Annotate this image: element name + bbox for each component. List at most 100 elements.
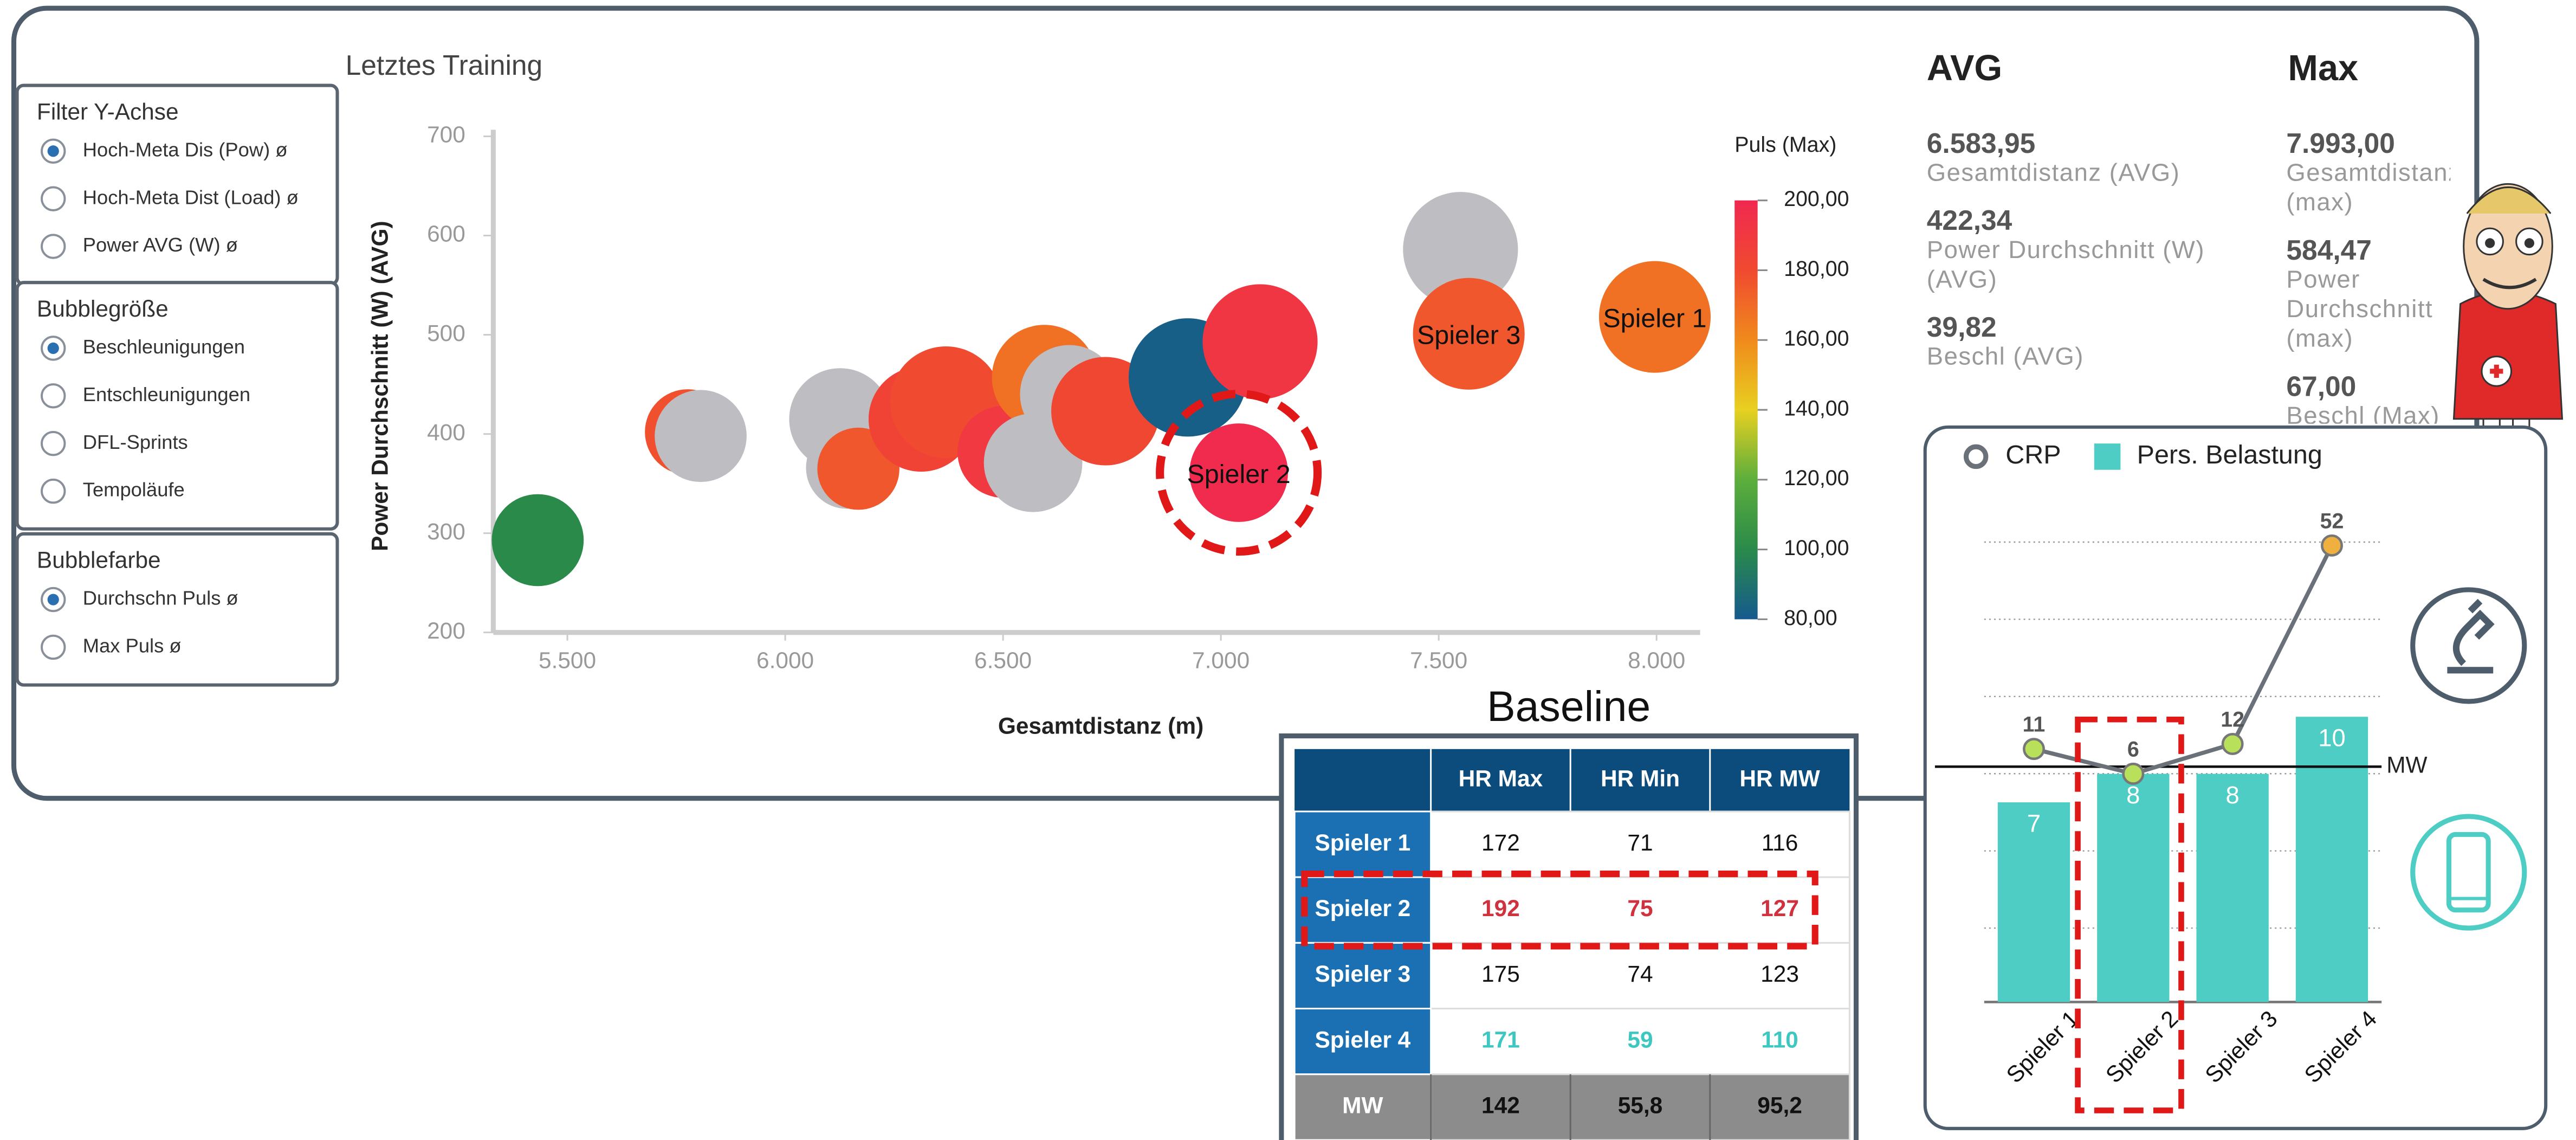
kpi-value: 7.993,00 xyxy=(2286,128,2395,159)
bubble xyxy=(1202,284,1318,400)
table-title: Baseline xyxy=(1487,682,1651,730)
column-header: HR MW xyxy=(1739,766,1820,791)
kpi-value: 422,34 xyxy=(1926,205,2012,237)
row-label-bg xyxy=(1293,1073,1432,1140)
line-marker xyxy=(2221,733,2244,755)
table-cell: 123 xyxy=(1761,961,1799,987)
kpi-label: Beschl (Max) xyxy=(2286,402,2440,424)
chart-title: Letztes Training xyxy=(346,49,543,81)
table-cell: 74 xyxy=(1627,961,1653,987)
row-label-bg xyxy=(1293,876,1432,944)
bar-value-label: 7 xyxy=(2027,810,2041,838)
phone-icon xyxy=(2410,814,2527,931)
y-tick-label: 600 xyxy=(427,221,465,247)
legend-label: CRP xyxy=(2005,440,2061,469)
table-cell: 59 xyxy=(1627,1027,1653,1052)
radio-button[interactable] xyxy=(41,234,66,259)
bubble xyxy=(655,390,747,482)
row-label: Spieler 3 xyxy=(1315,961,1410,987)
x-tick-label: 8.000 xyxy=(1628,647,1685,673)
colorbar-tick-label: 80,00 xyxy=(1784,606,1837,630)
bubble xyxy=(1189,423,1289,522)
bubble-annotation: Spieler 3 xyxy=(1417,321,1520,350)
radio-button[interactable] xyxy=(41,478,66,504)
radio-label[interactable]: Entschleunigungen xyxy=(83,383,250,405)
kpi-list: 7.993,00 Gesamtdistanz (max) 584,47 Power D… xyxy=(2286,128,2450,423)
bubble xyxy=(1403,192,1518,307)
radio-label[interactable]: Hoch-Meta Dis (Pow) ø xyxy=(83,138,288,160)
bubble-annotation: Spieler 1 xyxy=(1603,304,1706,333)
colorbar-tick-label: 100,00 xyxy=(1784,536,1849,560)
kpi-value: 67,00 xyxy=(2286,371,2357,403)
bubble xyxy=(1598,261,1711,373)
table-cell: 55,8 xyxy=(1618,1093,1663,1118)
y-tick-label: 500 xyxy=(427,320,465,346)
line-value-label: 6 xyxy=(2127,737,2139,761)
table-cell: 95,2 xyxy=(1757,1093,1802,1118)
line-value-label: 11 xyxy=(2023,713,2046,737)
table-cell: 172 xyxy=(1481,830,1520,855)
bar xyxy=(2196,774,2269,1002)
x-tick-label: 6.000 xyxy=(756,647,814,673)
filter-title: Bubblefarbe xyxy=(37,548,161,573)
radio-label[interactable]: Tempoläufe xyxy=(83,479,185,501)
table-cell: 110 xyxy=(1761,1027,1798,1052)
radio-button[interactable] xyxy=(41,634,66,660)
kpi-list: 6.583,95 Gesamtdistanz (AVG) 422,34 Power D… xyxy=(1927,128,2231,373)
kpi-label: Gesamtdistanz (max) xyxy=(2286,159,2451,217)
radio-label[interactable]: Power AVG (W) ø xyxy=(83,234,238,256)
table-cell: 142 xyxy=(1481,1093,1520,1118)
kpi-label: Power Durchschnitt (W) (AVG) xyxy=(1926,236,2205,294)
bubble xyxy=(983,413,1083,512)
filter-title: Filter Y-Achse xyxy=(37,99,179,124)
table-cell: 192 xyxy=(1481,896,1520,921)
table-cell: 171 xyxy=(1481,1027,1520,1052)
content: Filter Y-Achse Hoch-Meta Dis (Pow) ø Hoch-… xyxy=(15,48,2450,1140)
legend-swatch xyxy=(1963,444,1989,469)
bubble-annotation: Spieler 2 xyxy=(1187,460,1290,489)
bar-value-label: 8 xyxy=(2226,781,2240,809)
radio-button[interactable] xyxy=(41,186,66,211)
radio-selected-dot xyxy=(47,342,59,355)
legend-swatch xyxy=(2094,443,2121,470)
colorbar-tick-label: 120,00 xyxy=(1784,466,1849,490)
colorbar-tick-label: 200,00 xyxy=(1784,187,1849,211)
line-series xyxy=(2033,544,2334,776)
radio-label[interactable]: Hoch-Meta Dist (Load) ø xyxy=(83,186,299,208)
row-label: Spieler 1 xyxy=(1315,830,1410,855)
highlight-ring xyxy=(1156,389,1322,556)
line-value-label: 12 xyxy=(2221,707,2244,731)
radio-label[interactable]: Beschleunigungen xyxy=(83,336,245,358)
kpi-label: Power Durchschnitt (max) xyxy=(2286,266,2433,353)
radio-label[interactable]: Durchschn Puls ø xyxy=(83,587,238,609)
y-axis-label: Power Durchschnitt (W) (AVG) xyxy=(367,221,392,551)
x-axis-label: Gesamtdistanz (m) xyxy=(998,713,1203,739)
bar-value-label: 10 xyxy=(2318,724,2346,752)
y-tick-label: 300 xyxy=(427,519,465,544)
table-cell: 75 xyxy=(1627,896,1653,921)
radio-label[interactable]: DFL-Sprints xyxy=(83,431,188,453)
radio-selected-dot xyxy=(47,145,59,157)
column-highlight xyxy=(2075,716,2184,1113)
row-highlight xyxy=(1301,871,1818,950)
colorbar xyxy=(1734,200,1758,620)
kpi-header: Max xyxy=(2288,48,2358,88)
x-tick-label: 6.500 xyxy=(974,647,1032,673)
radio-button[interactable] xyxy=(41,383,66,409)
bar-value-label: 8 xyxy=(2126,781,2140,809)
y-tick-label: 200 xyxy=(427,618,465,643)
line-value-label: 52 xyxy=(2320,509,2344,533)
line-marker xyxy=(2023,738,2045,761)
bubble xyxy=(491,494,584,587)
radio-button[interactable] xyxy=(41,430,66,456)
radio-label[interactable]: Max Puls ø xyxy=(83,635,182,657)
kpi-label: Beschl (AVG) xyxy=(1926,343,2084,371)
x-tick-label: 5.500 xyxy=(539,647,596,673)
table-header-bg xyxy=(1295,749,1850,811)
row-label: MW xyxy=(1342,1093,1383,1118)
kpi-value: 584,47 xyxy=(2286,235,2372,266)
